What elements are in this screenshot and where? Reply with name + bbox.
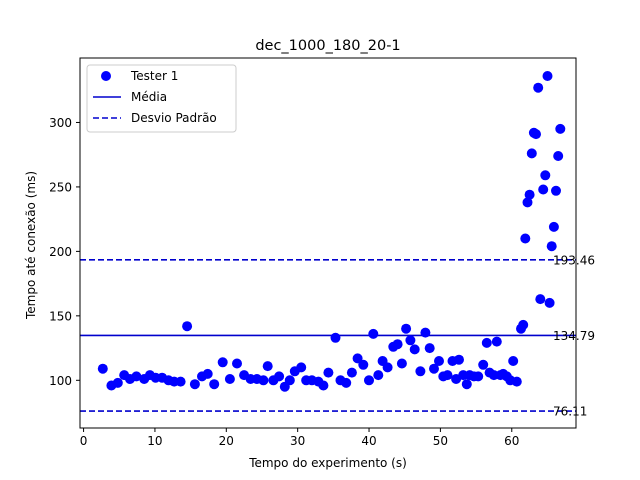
data-point (473, 371, 484, 382)
data-point (396, 358, 407, 369)
data-point (429, 363, 439, 374)
reference-line-labels: 134.79 193.46 76.11 (553, 253, 595, 418)
data-point (224, 374, 235, 384)
data-point (358, 359, 369, 370)
axis-ticks: 0 10 20 30 40 50 60 100 150 200 250 300 (49, 116, 519, 448)
y-tick-label: 200 (49, 245, 72, 259)
x-tick-label: 0 (80, 434, 88, 448)
data-point (524, 189, 535, 200)
data-point (368, 328, 379, 339)
reference-lines (80, 259, 576, 412)
data-point (284, 375, 295, 386)
data-point (540, 170, 551, 181)
data-point (364, 375, 374, 386)
x-axis-label: Tempo do experimento (s) (248, 456, 407, 470)
data-point (520, 233, 531, 244)
data-point (522, 197, 533, 208)
data-point (420, 327, 431, 338)
y-tick-label: 100 (49, 374, 72, 388)
data-point (330, 332, 341, 343)
data-point (461, 379, 472, 390)
x-tick-label: 30 (290, 434, 305, 448)
data-point (217, 357, 228, 368)
data-point (538, 184, 549, 195)
data-point (392, 339, 403, 350)
data-point (318, 380, 329, 391)
x-tick-label: 40 (361, 434, 376, 448)
data-point (131, 371, 142, 382)
data-point (542, 71, 553, 81)
data-point (424, 343, 435, 354)
data-point (434, 356, 444, 366)
reference-line-label-0: 134.79 (553, 329, 595, 343)
legend-marker-icon (101, 71, 111, 81)
data-point (352, 353, 363, 364)
data-point (508, 356, 519, 366)
reference-line-label-1: 193.46 (553, 253, 595, 267)
data-point (415, 366, 426, 377)
data-point (341, 377, 352, 388)
data-point (346, 367, 357, 378)
data-point (533, 82, 544, 93)
data-point (405, 335, 416, 346)
legend-box (86, 64, 237, 133)
data-point (209, 379, 220, 390)
data-point (232, 358, 242, 369)
x-tick-label: 50 (433, 434, 448, 448)
y-tick-label: 150 (49, 309, 72, 323)
data-point (551, 185, 561, 196)
data-point (518, 319, 529, 330)
y-tick-label: 300 (49, 116, 72, 130)
plot-area-frame (79, 57, 577, 429)
data-point (526, 148, 537, 159)
data-point (112, 377, 123, 388)
data-point (535, 294, 546, 305)
data-point (511, 376, 522, 387)
data-point (182, 321, 193, 332)
data-point (546, 241, 557, 252)
data-point (481, 337, 492, 348)
data-point (258, 375, 269, 386)
data-point (544, 297, 555, 308)
data-point (491, 336, 502, 347)
y-tick-label: 250 (49, 180, 72, 194)
data-point (373, 370, 384, 381)
legend-label-mean: Média (131, 90, 167, 104)
data-point (296, 362, 307, 373)
legend-label-stddev: Desvio Padrão (131, 111, 217, 125)
legend-label-tester: Tester 1 (130, 69, 178, 83)
data-point (478, 359, 489, 370)
data-point (409, 344, 420, 355)
data-point (97, 363, 108, 374)
data-point (382, 362, 393, 373)
data-point (442, 370, 453, 381)
data-point (175, 376, 186, 387)
reference-line-label-2: 76.11 (553, 405, 587, 419)
data-point (189, 379, 200, 390)
scatter-points (97, 71, 566, 392)
chart-title: dec_1000_180_20-1 (255, 38, 400, 54)
x-tick-label: 10 (147, 434, 162, 448)
data-point (274, 371, 285, 382)
data-point (548, 221, 559, 232)
data-point (202, 368, 213, 379)
x-tick-label: 60 (504, 434, 519, 448)
data-point (531, 129, 541, 140)
data-point (454, 354, 464, 365)
legend: Tester 1 Média Desvio Padrão (86, 64, 237, 133)
y-axis-label: Tempo até conexão (ms) (24, 171, 38, 320)
x-tick-label: 20 (219, 434, 234, 448)
data-point (553, 151, 564, 161)
data-point (323, 367, 334, 378)
data-point (401, 323, 412, 334)
data-point (555, 123, 566, 134)
data-point (262, 361, 273, 372)
